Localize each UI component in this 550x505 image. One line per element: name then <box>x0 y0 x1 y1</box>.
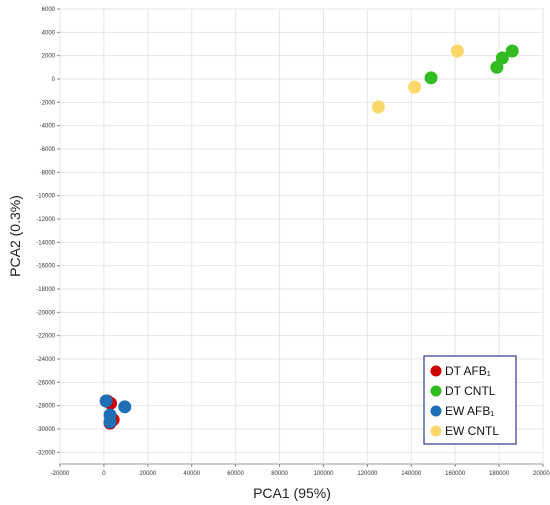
x-tick-label: 140000 <box>401 471 422 477</box>
x-tick-label: 20000 <box>139 471 156 477</box>
x-axis-title: PCA1 (95%) <box>253 485 331 501</box>
y-tick-label: -26000 <box>36 380 55 386</box>
y-tick-label: -16000 <box>36 264 55 270</box>
y-tick-label: -18000 <box>36 287 55 293</box>
y-axis-title: PCA2 (0.3%) <box>7 195 23 277</box>
y-tick-label: 0 <box>52 77 56 83</box>
y-tick-label: -22000 <box>36 334 55 340</box>
y-tick-label: -20000 <box>36 310 55 316</box>
legend-label: DT CNTL <box>445 384 496 398</box>
legend-label: EW AFB₁ <box>445 404 494 418</box>
data-point <box>450 44 464 58</box>
data-point <box>424 71 438 85</box>
legend-marker <box>430 385 442 397</box>
data-point <box>99 394 113 408</box>
x-axis-ticks: -20000 0 20000 40000 60000 80000 100000 120000 1… <box>51 464 550 477</box>
legend: DT AFB₁ DT CNTL EW AFB₁ EW CNTL <box>423 355 517 445</box>
series-1 <box>424 44 519 85</box>
y-axis-ticks: 6000 4000 2000 0 -2000 -4000 -6000 -8000 -10000 -… <box>36 7 60 456</box>
y-tick-label: -28000 <box>36 404 55 410</box>
data-point <box>371 100 385 114</box>
x-tick-label: 80000 <box>271 471 288 477</box>
y-tick-label: 4000 <box>42 30 56 36</box>
y-tick-label: -6000 <box>40 147 56 153</box>
series-2 <box>99 394 132 429</box>
data-point <box>495 51 509 65</box>
data-point <box>118 400 132 414</box>
data-point <box>103 415 117 429</box>
legend-marker <box>430 425 442 437</box>
y-tick-label: -2000 <box>40 100 56 106</box>
y-tick-label: -24000 <box>36 357 55 363</box>
x-tick-label: -20000 <box>51 471 70 477</box>
x-tick-label: 160000 <box>445 471 466 477</box>
y-tick-label: -10000 <box>36 194 55 200</box>
data-point <box>408 80 422 94</box>
y-tick-label: -4000 <box>40 124 56 130</box>
x-tick-label: 60000 <box>227 471 244 477</box>
legend-label: EW CNTL <box>445 424 499 438</box>
y-tick-label: -14000 <box>36 240 55 246</box>
x-tick-label: 40000 <box>183 471 200 477</box>
x-tick-label: 180000 <box>489 471 510 477</box>
y-tick-label: -8000 <box>40 170 56 176</box>
y-tick-label: -32000 <box>36 450 55 456</box>
legend-marker <box>430 405 442 417</box>
y-tick-label: 2000 <box>42 54 56 60</box>
y-tick-label: -30000 <box>36 427 55 433</box>
y-tick-label: 6000 <box>42 7 56 13</box>
x-tick-label: 120000 <box>357 471 378 477</box>
x-tick-label: 0 <box>102 471 106 477</box>
data-point <box>505 44 519 58</box>
legend-marker <box>430 365 442 377</box>
y-tick-label: -12000 <box>36 217 55 223</box>
data-points <box>99 44 519 430</box>
legend-label: DT AFB₁ <box>445 364 491 378</box>
series-3 <box>371 44 464 114</box>
x-tick-label: 100000 <box>313 471 334 477</box>
